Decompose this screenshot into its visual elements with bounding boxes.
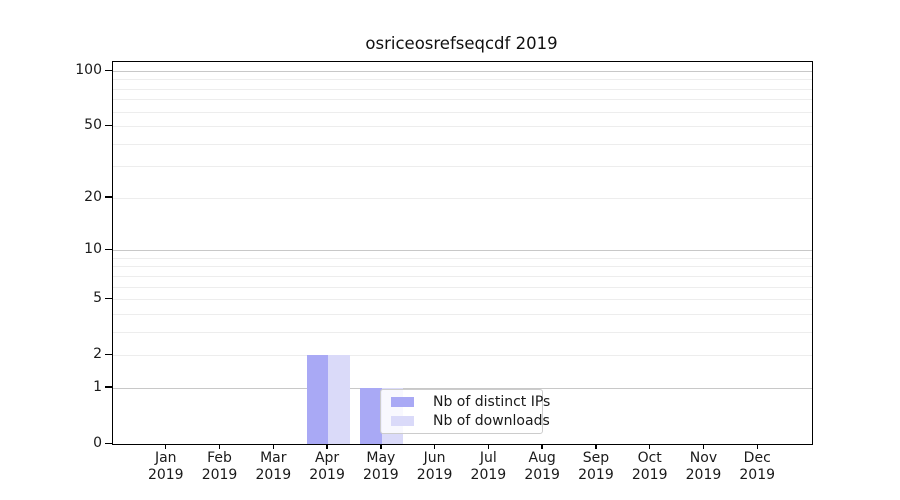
month-label: Dec xyxy=(743,450,771,466)
month-label: Jun xyxy=(423,450,446,466)
x-axis-tick-apr xyxy=(326,444,328,449)
x-axis-tick-jun xyxy=(433,444,436,449)
gridline-minor-2 xyxy=(113,355,812,357)
gridline-minor-50 xyxy=(113,126,812,128)
y-axis-tick-label-10: 10 xyxy=(84,241,102,258)
x-axis-tick-label-mar: Mar 2019 xyxy=(241,450,305,483)
x-axis-tick-label-feb: Feb 2019 xyxy=(188,450,252,483)
y-axis-tick-5 xyxy=(105,297,112,300)
gridline-major-1 xyxy=(113,387,812,389)
year-label: 2019 xyxy=(416,466,453,483)
plot-area xyxy=(112,61,813,445)
x-axis-tick-label-apr: Apr 2019 xyxy=(295,450,359,483)
x-axis-tick-jul xyxy=(487,444,490,449)
y-axis-tick-2 xyxy=(105,353,112,356)
year-label: 2019 xyxy=(578,466,614,483)
month-label: Nov xyxy=(689,450,718,466)
month-label: Aug xyxy=(528,450,556,466)
x-axis-tick-nov xyxy=(702,444,705,449)
bar-distinct-ips-may xyxy=(360,387,382,444)
y-axis-tick-20 xyxy=(105,196,112,198)
y-axis-tick-0 xyxy=(105,442,112,444)
x-axis-tick-label-may: May 2019 xyxy=(349,450,413,483)
x-axis-tick-sep xyxy=(595,444,597,449)
month-label: May xyxy=(366,450,396,466)
gridline-major-100 xyxy=(113,71,812,72)
x-axis-tick-label-aug: Aug 2019 xyxy=(510,450,574,483)
year-label: 2019 xyxy=(470,466,507,483)
gridline-major-10 xyxy=(113,250,812,252)
gridline-minor-90 xyxy=(113,79,812,81)
gridline-minor-3 xyxy=(113,331,812,333)
month-label: Sep xyxy=(582,450,610,466)
y-axis-tick-100 xyxy=(105,69,112,71)
y-axis-tick-label-50: 50 xyxy=(84,117,102,134)
legend-swatch-downloads xyxy=(391,416,414,426)
year-label: 2019 xyxy=(255,466,292,483)
legend-label-distinct-ips: Nb of distinct IPs xyxy=(433,394,551,410)
year-label: 2019 xyxy=(524,466,560,483)
x-axis-tick-may xyxy=(380,444,382,449)
legend: Nb of distinct IPs Nb of downloads xyxy=(380,389,550,434)
x-axis-tick-label-jul: Jul 2019 xyxy=(456,450,520,483)
y-axis-tick-label-1: 1 xyxy=(93,378,102,395)
gridline-minor-40 xyxy=(113,143,812,145)
gridline-minor-30 xyxy=(113,166,812,168)
year-label: 2019 xyxy=(739,466,776,483)
x-axis-tick-label-jan: Jan 2019 xyxy=(134,450,198,483)
x-axis-tick-label-oct: Oct 2019 xyxy=(618,450,682,483)
x-axis-tick-label-dec: Dec 2019 xyxy=(725,450,789,483)
bar-downloads-apr xyxy=(328,355,350,444)
gridline-minor-8 xyxy=(113,266,812,268)
month-label: Apr xyxy=(314,450,340,466)
gridline-minor-80 xyxy=(113,88,812,90)
legend-item-downloads: Nb of downloads xyxy=(389,412,550,430)
year-label: 2019 xyxy=(685,466,722,483)
month-label: Oct xyxy=(637,450,662,466)
x-axis-tick-dec xyxy=(756,444,758,449)
x-axis-tick-oct xyxy=(648,444,651,449)
bar-distinct-ips-apr xyxy=(306,355,329,444)
year-label: 2019 xyxy=(309,466,345,483)
legend-swatch-distinct-ips xyxy=(391,397,414,407)
x-axis-tick-mar xyxy=(272,444,274,449)
x-axis-tick-label-jun: Jun 2019 xyxy=(403,450,467,483)
y-axis-tick-label-2: 2 xyxy=(93,346,102,363)
x-axis-tick-feb xyxy=(218,444,221,449)
month-label: Jan xyxy=(154,450,177,466)
legend-label-downloads: Nb of downloads xyxy=(433,413,550,429)
y-axis-tick-1 xyxy=(105,386,112,388)
gridline-minor-4 xyxy=(113,313,812,315)
gridline-minor-70 xyxy=(113,99,812,101)
x-axis-tick-jan xyxy=(165,444,167,449)
y-axis-tick-label-5: 5 xyxy=(93,290,102,307)
gridline-minor-6 xyxy=(113,286,812,288)
month-label: Mar xyxy=(260,450,287,466)
gridline-minor-9 xyxy=(113,257,812,259)
y-axis-tick-10 xyxy=(105,248,112,251)
y-axis-tick-label-0: 0 xyxy=(93,435,102,451)
gridline-minor-5 xyxy=(113,299,812,301)
x-axis-tick-aug xyxy=(541,444,543,449)
chart-title: osriceosrefseqcdf 2019 xyxy=(365,34,558,53)
x-axis-tick-label-sep: Sep 2019 xyxy=(564,450,628,483)
y-axis-tick-50 xyxy=(105,124,112,127)
gridline-minor-20 xyxy=(113,197,812,199)
year-label: 2019 xyxy=(147,466,184,483)
gridline-minor-60 xyxy=(113,111,812,113)
x-axis-tick-label-nov: Nov 2019 xyxy=(671,450,735,483)
month-label: Jul xyxy=(479,450,497,466)
month-label: Feb xyxy=(207,450,232,466)
year-label: 2019 xyxy=(363,466,399,483)
gridline-minor-7 xyxy=(113,275,812,277)
y-axis-tick-label-20: 20 xyxy=(84,188,102,205)
y-axis-tick-label-100: 100 xyxy=(75,62,102,78)
year-label: 2019 xyxy=(201,466,238,483)
year-label: 2019 xyxy=(631,466,668,483)
legend-item-distinct-ips: Nb of distinct IPs xyxy=(389,393,550,411)
